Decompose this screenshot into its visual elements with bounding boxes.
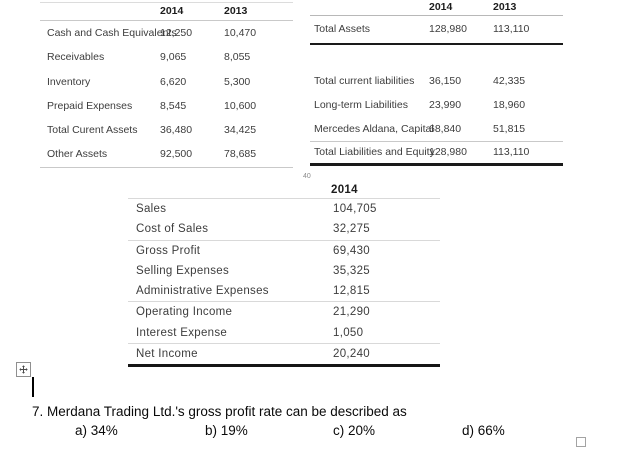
table-row: Mercedes Aldana, Capital 68,840 51,815 [310,117,563,141]
row-label: Gross Profit [136,244,201,257]
table-row: Prepaid Expenses 8,545 10,600 [40,94,293,118]
row-label: Cash and Cash Equivalents [47,27,177,39]
value-2014: 128,980 [429,146,467,158]
value-2014: 21,290 [333,306,370,319]
liabilities-header-spacer [310,0,429,15]
page-number-fragment: 40 [303,173,311,180]
row-label: Total Liabilities and Equity [314,146,435,158]
table-gap [310,45,563,69]
value-2014: 35,325 [333,264,370,277]
table-row: Interest Expense 1,050 [128,323,440,345]
value-2013: 78,685 [224,148,257,161]
income-statement-table: 2014 Sales 104,705 Cost of Sales 32,275 … [128,182,440,368]
table-row: Long-term Liabilities 23,990 18,960 [310,93,563,117]
row-label: Long-term Liabilities [314,99,408,111]
value-2013: 5,300 [224,75,251,88]
assets-header-spacer [40,3,160,20]
table-row: Other Assets 92,500 78,685 [40,142,293,166]
table-row: Receivables 9,065 8,055 [40,45,293,69]
table-row: Total current liabilities 36,150 42,335 [310,69,563,93]
row-label: Interest Expense [136,326,228,339]
value-2014: 128,980 [429,23,467,35]
table-row: Net Income 20,240 [128,344,440,364]
value-2013: 34,425 [224,124,257,137]
row-label: Cost of Sales [136,223,209,236]
row-label: Receivables [47,51,105,64]
table-row: Operating Income 21,290 [128,302,440,322]
value-2013: 10,470 [224,27,257,39]
liabilities-col-2013: 2013 [493,1,517,13]
row-label: Inventory [47,75,91,88]
value-2014: 12,250 [160,27,193,39]
table-row: Administrative Expenses 12,815 [128,281,440,303]
liabilities-header-row: 2014 2013 [310,0,563,16]
value-2013: 113,110 [493,23,530,35]
value-2014: 32,275 [333,223,370,236]
value-2014: 9,065 [160,51,187,64]
row-label: Selling Expenses [136,264,230,277]
value-2014: 104,705 [333,203,377,215]
option-d: d) 66% [462,423,505,438]
value-2013: 18,960 [493,99,526,111]
total-liabilities-equity-row: Total Liabilities and Equity 128,980 113… [310,141,563,166]
row-label: Administrative Expenses [136,285,269,298]
question-text: 7. Merdana Trading Ltd.'s gross profit r… [32,404,407,419]
balance-sheet-assets-table: 2014 2013 Cash and Cash Equivalents 12,2… [40,2,293,168]
row-label: Prepaid Expenses [47,99,133,112]
value-2013: 42,335 [493,75,526,87]
option-c: c) 20% [333,423,376,438]
income-header-row: 2014 [128,182,440,199]
text-cursor [32,377,34,397]
table-move-handle[interactable] [16,362,31,377]
table-row: Total Curent Assets 36,480 34,425 [40,118,293,142]
value-2014: 12,815 [333,285,370,298]
value-2014: 23,990 [429,99,462,111]
balance-sheet-liabilities-table: 2014 2013 Total Assets 128,980 113,110 T… [310,0,563,166]
value-2013: 113,110 [493,146,530,158]
value-2014: 6,620 [160,75,187,88]
value-2014: 36,480 [160,124,193,137]
value-2014: 1,050 [333,326,364,339]
assets-header-row: 2014 2013 [40,3,293,21]
row-label: Total Curent Assets [47,124,138,137]
value-2014: 8,545 [160,99,187,112]
row-label: Net Income [136,348,198,361]
move-arrows-icon [19,365,28,374]
value-2014: 92,500 [160,148,193,161]
liabilities-col-2014: 2014 [429,1,453,13]
row-label: Operating Income [136,306,233,319]
total-assets-row: Total Assets 128,980 113,110 [310,16,563,45]
value-2013: 51,815 [493,123,526,135]
income-col-2014: 2014 [331,184,358,196]
table-row: Cost of Sales 32,275 [128,219,440,241]
row-label: Mercedes Aldana, Capital [314,123,434,135]
row-label: Total Assets [314,23,371,35]
row-label: Total current liabilities [314,75,415,87]
value-2014: 68,840 [429,123,462,135]
option-a: a) 34% [75,423,118,438]
value-2014: 20,240 [333,348,370,361]
table-row: Cash and Cash Equivalents 12,250 10,470 [40,21,293,45]
value-2013: 8,055 [224,51,251,64]
value-2014: 69,430 [333,244,370,257]
table-row: Selling Expenses 35,325 [128,261,440,281]
table-row: Inventory 6,620 5,300 [40,70,293,94]
option-b: b) 19% [205,423,248,438]
table-row: Gross Profit 69,430 [128,241,440,261]
assets-col-2013: 2013 [224,5,248,17]
empty-checkbox[interactable] [576,437,586,447]
assets-col-2014: 2014 [160,5,184,17]
row-label: Sales [136,203,167,215]
row-label: Other Assets [47,148,108,161]
value-2014: 36,150 [429,75,462,87]
value-2013: 10,600 [224,99,257,112]
table-row: Sales 104,705 [128,199,440,219]
